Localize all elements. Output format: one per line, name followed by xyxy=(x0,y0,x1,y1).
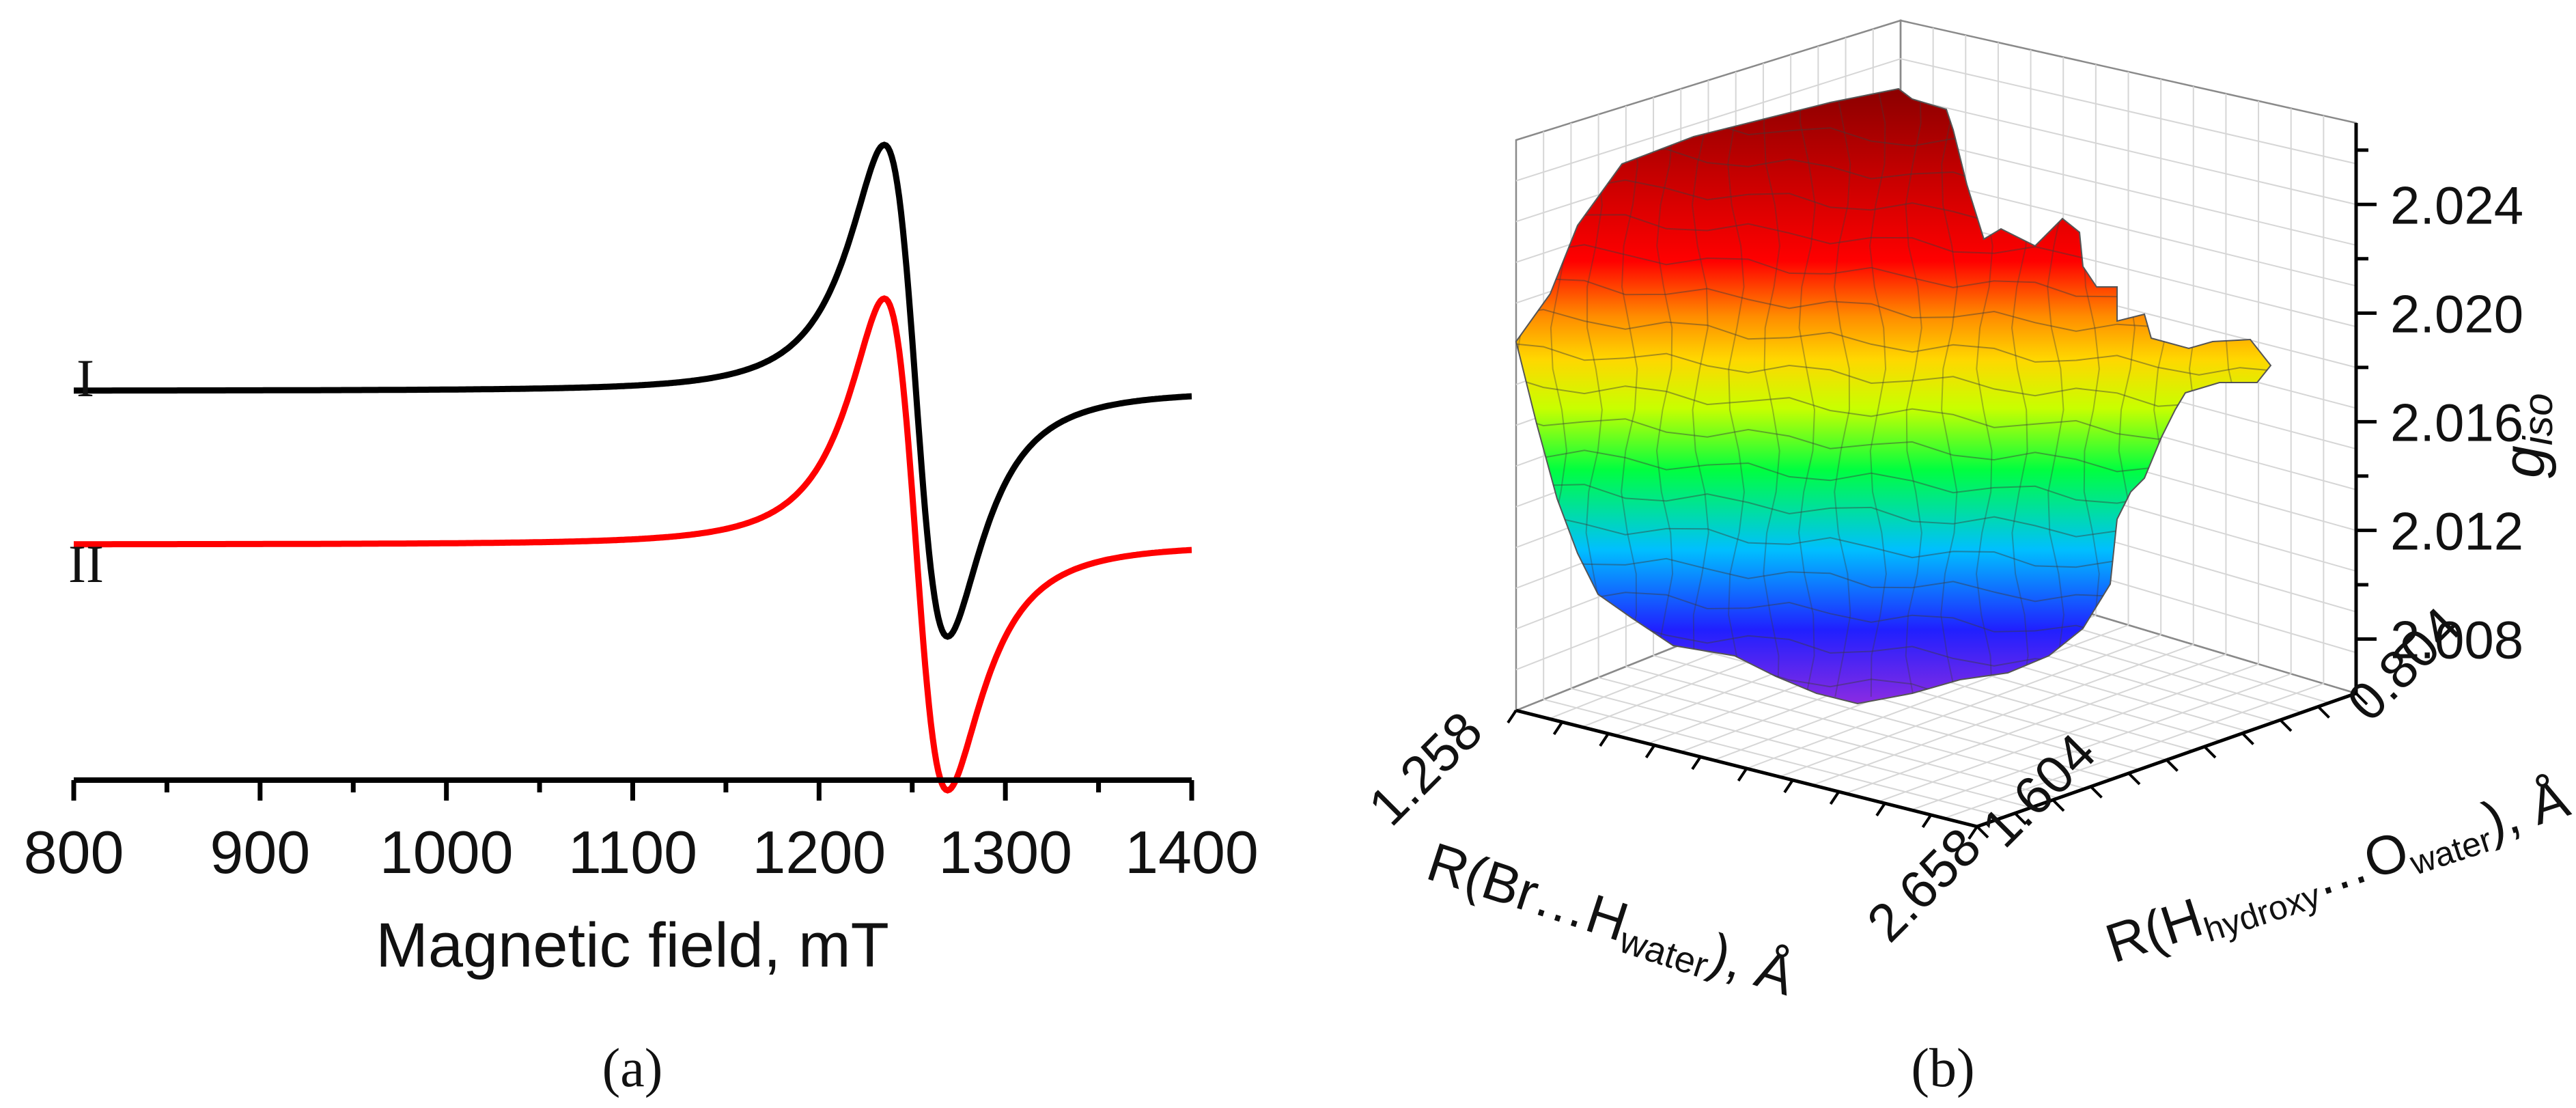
series-II-label: II xyxy=(68,534,104,594)
y-tick-mark-3d xyxy=(1976,825,1989,839)
x-tick-mark-3d xyxy=(1507,709,1517,724)
z-axis-title-main: g xyxy=(2491,445,2557,478)
mesh-line xyxy=(1797,89,1816,697)
z-axis-ticks: 2.008 2.012 2.016 2.020 2.024 xyxy=(2356,148,2523,669)
y-title-sub2: water xyxy=(2405,820,2497,883)
mesh-line xyxy=(1868,89,1887,697)
x-tick-mark-3d xyxy=(1599,732,1610,747)
x-axis-ticks-3d xyxy=(1507,709,1978,840)
x-tick-label: 1400 xyxy=(1125,818,1259,886)
x-tick-label: 1300 xyxy=(938,818,1072,886)
x-tick-1258: 1.258 xyxy=(1357,700,1494,837)
mesh-line xyxy=(1834,89,1851,697)
y-tick-mark-3d xyxy=(2090,786,2103,799)
x-tick-mark-3d xyxy=(1968,825,1978,840)
panel-a-line-chart: I II 800 900 1000 1100 1200 1300 1400 Magnetic… xyxy=(24,141,1259,1098)
mesh-line xyxy=(2260,89,2271,697)
x-title-pre: R(Br…H xyxy=(1420,831,1636,953)
mesh-line xyxy=(1621,89,1639,697)
y-title-mid: …O xyxy=(2304,820,2416,908)
y-tick-mark-3d xyxy=(2014,812,2027,825)
x-tick-mark-3d xyxy=(1552,721,1564,736)
series-II-line xyxy=(74,295,1192,794)
x-tick-mark-3d xyxy=(1691,756,1702,771)
x-tick-label: 800 xyxy=(24,818,124,886)
z-tick-label: 2.016 xyxy=(2390,392,2523,452)
mesh-line xyxy=(1516,309,2271,376)
z-axis-title: giso xyxy=(2491,393,2561,478)
y-tick-mark-3d xyxy=(2203,745,2217,759)
grid-line xyxy=(1911,673,2292,811)
x-title-sub: water xyxy=(1614,919,1713,986)
x-tick-label: 1000 xyxy=(380,818,514,886)
mesh-line xyxy=(1655,89,1674,697)
series-I-label: I xyxy=(76,348,94,408)
z-tick-label: 2.024 xyxy=(2390,175,2523,235)
x-axis-ticks: 800 900 1000 1100 1200 1300 1400 xyxy=(24,780,1259,886)
y-tick-mark-3d xyxy=(2355,692,2368,706)
y-axis-title-3d: R(Hhydroxy…Owater), Å xyxy=(2099,767,2576,980)
y-tick-mark-3d xyxy=(2279,719,2293,732)
grid-line xyxy=(1944,682,2324,819)
x-title-post: ), Å xyxy=(1703,923,1802,1007)
x-axis-title-3d: R(Br…Hwater), Å xyxy=(1418,831,1802,1013)
x-tick-mark-3d xyxy=(1783,779,1794,794)
x-tick-label: 1200 xyxy=(752,818,886,886)
y-tick-mark-3d xyxy=(2166,759,2179,772)
g-iso-surface xyxy=(1515,87,2272,705)
mesh-line xyxy=(1516,374,2271,452)
grid-line xyxy=(1779,634,2161,778)
z-tick-label: 2.012 xyxy=(2390,501,2523,561)
z-tick-label: 2.020 xyxy=(2390,283,2523,344)
y-title-pre: R(H xyxy=(2099,887,2210,975)
x-tick-label: 900 xyxy=(210,818,310,886)
y-tick-mark-3d xyxy=(2317,706,2330,719)
y-tick-mark-3d xyxy=(2127,772,2141,786)
z-axis-title-sub: iso xyxy=(2515,393,2561,445)
x-tick-label: 1100 xyxy=(568,818,697,886)
x-tick-mark-3d xyxy=(1644,744,1656,759)
mesh-line xyxy=(1727,89,1746,697)
grid-line xyxy=(1812,643,2194,786)
mesh-line xyxy=(1905,89,1922,697)
mesh-line xyxy=(1940,89,1959,697)
z-tick-label: 2.008 xyxy=(2390,609,2523,669)
x-axis-title: Magnetic field, mT xyxy=(376,911,889,980)
y-tick-mark-3d xyxy=(2241,732,2254,745)
y-title-sub1: hydroxy xyxy=(2200,876,2325,949)
grid-line xyxy=(1878,663,2259,803)
x-tick-mark-3d xyxy=(1829,790,1840,805)
mesh-line xyxy=(1763,89,1781,697)
x-tick-mark-3d xyxy=(1921,814,1933,829)
mesh-line xyxy=(1516,342,2271,413)
panel-a-label: (a) xyxy=(602,1038,663,1098)
y-tick-mark-3d xyxy=(2052,799,2065,812)
y-axis-ticks-3d xyxy=(1976,692,2368,839)
x-tick-mark-3d xyxy=(1737,767,1748,782)
grid-line xyxy=(1845,653,2226,794)
panel-b-label: (b) xyxy=(1911,1038,1974,1098)
x-tick-mark-3d xyxy=(1875,802,1886,817)
y-title-post: ), Å xyxy=(2476,767,2576,851)
mesh-line xyxy=(1691,89,1709,697)
series-I-line xyxy=(74,141,1192,640)
grid-line xyxy=(1746,624,2129,769)
